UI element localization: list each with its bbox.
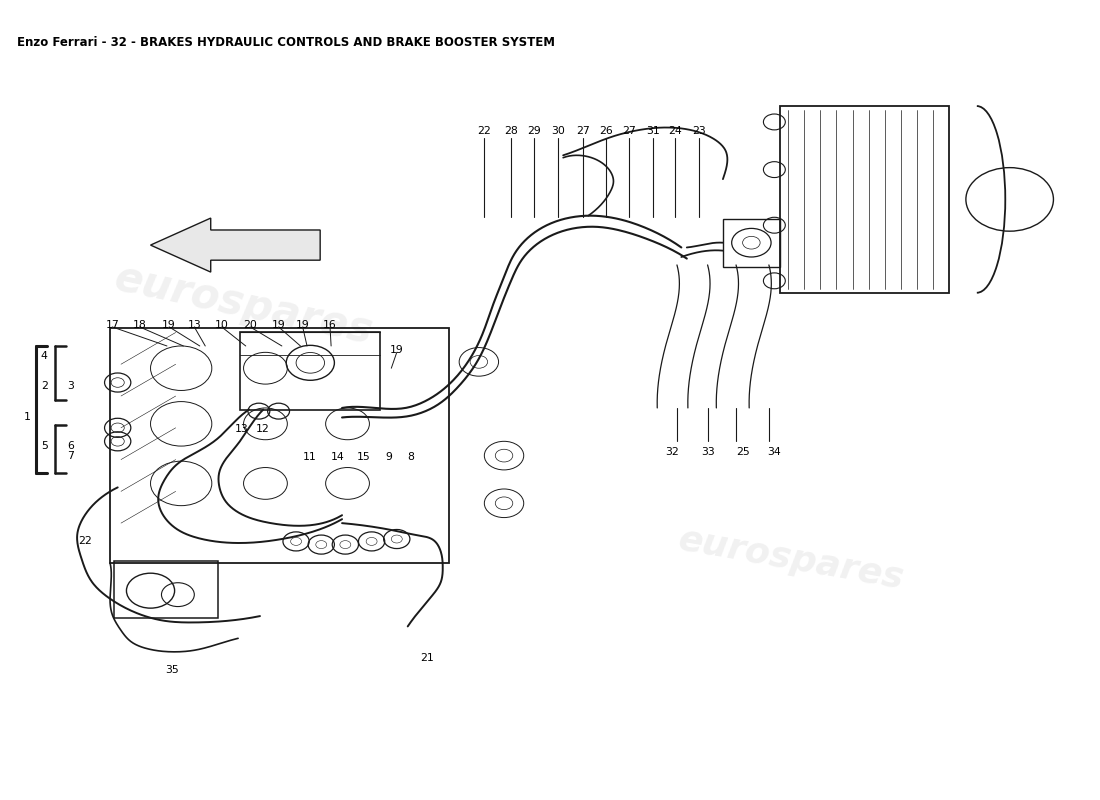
Text: 22: 22 — [477, 126, 492, 137]
Text: 1: 1 — [23, 413, 31, 422]
Text: 24: 24 — [668, 126, 682, 137]
Text: 8: 8 — [408, 452, 415, 462]
Text: 7: 7 — [67, 450, 74, 461]
Text: 33: 33 — [701, 446, 715, 457]
Text: 20: 20 — [243, 319, 257, 330]
Text: 32: 32 — [666, 446, 680, 457]
Text: 4: 4 — [41, 351, 47, 362]
Text: 2: 2 — [41, 381, 47, 390]
Text: 30: 30 — [551, 126, 564, 137]
Text: 23: 23 — [692, 126, 706, 137]
Text: 10: 10 — [214, 319, 229, 330]
Text: 19: 19 — [163, 319, 176, 330]
Text: 29: 29 — [527, 126, 540, 137]
Text: 27: 27 — [576, 126, 590, 137]
Text: 27: 27 — [621, 126, 636, 137]
Text: 22: 22 — [78, 537, 91, 546]
Text: eurospares: eurospares — [110, 257, 376, 353]
Text: 19: 19 — [389, 345, 404, 355]
Text: 11: 11 — [302, 452, 316, 462]
Text: 17: 17 — [106, 319, 119, 330]
Text: 3: 3 — [67, 381, 74, 390]
Bar — [780, 106, 949, 293]
Text: 5: 5 — [41, 441, 47, 451]
Bar — [723, 219, 780, 266]
Text: 26: 26 — [598, 126, 613, 137]
Text: 14: 14 — [331, 452, 344, 462]
Bar — [110, 329, 449, 563]
Text: 19: 19 — [296, 319, 309, 330]
Text: 25: 25 — [736, 446, 749, 457]
Text: 13: 13 — [187, 319, 201, 330]
Text: eurospares: eurospares — [675, 522, 906, 595]
Text: 35: 35 — [165, 665, 179, 675]
Text: 18: 18 — [133, 319, 146, 330]
Text: 28: 28 — [504, 126, 517, 137]
Text: 34: 34 — [768, 446, 781, 457]
Bar — [240, 332, 381, 410]
FancyArrow shape — [151, 218, 320, 272]
Text: 16: 16 — [323, 319, 337, 330]
Text: 15: 15 — [358, 452, 371, 462]
Bar — [114, 562, 219, 618]
Text: 6: 6 — [67, 441, 74, 451]
Text: 13: 13 — [234, 424, 249, 434]
Text: 12: 12 — [255, 424, 270, 434]
Text: 19: 19 — [272, 319, 286, 330]
Text: 21: 21 — [420, 653, 434, 663]
Text: 31: 31 — [646, 126, 660, 137]
Text: 9: 9 — [386, 452, 393, 462]
Text: Enzo Ferrari - 32 - BRAKES HYDRAULIC CONTROLS AND BRAKE BOOSTER SYSTEM: Enzo Ferrari - 32 - BRAKES HYDRAULIC CON… — [16, 36, 556, 49]
